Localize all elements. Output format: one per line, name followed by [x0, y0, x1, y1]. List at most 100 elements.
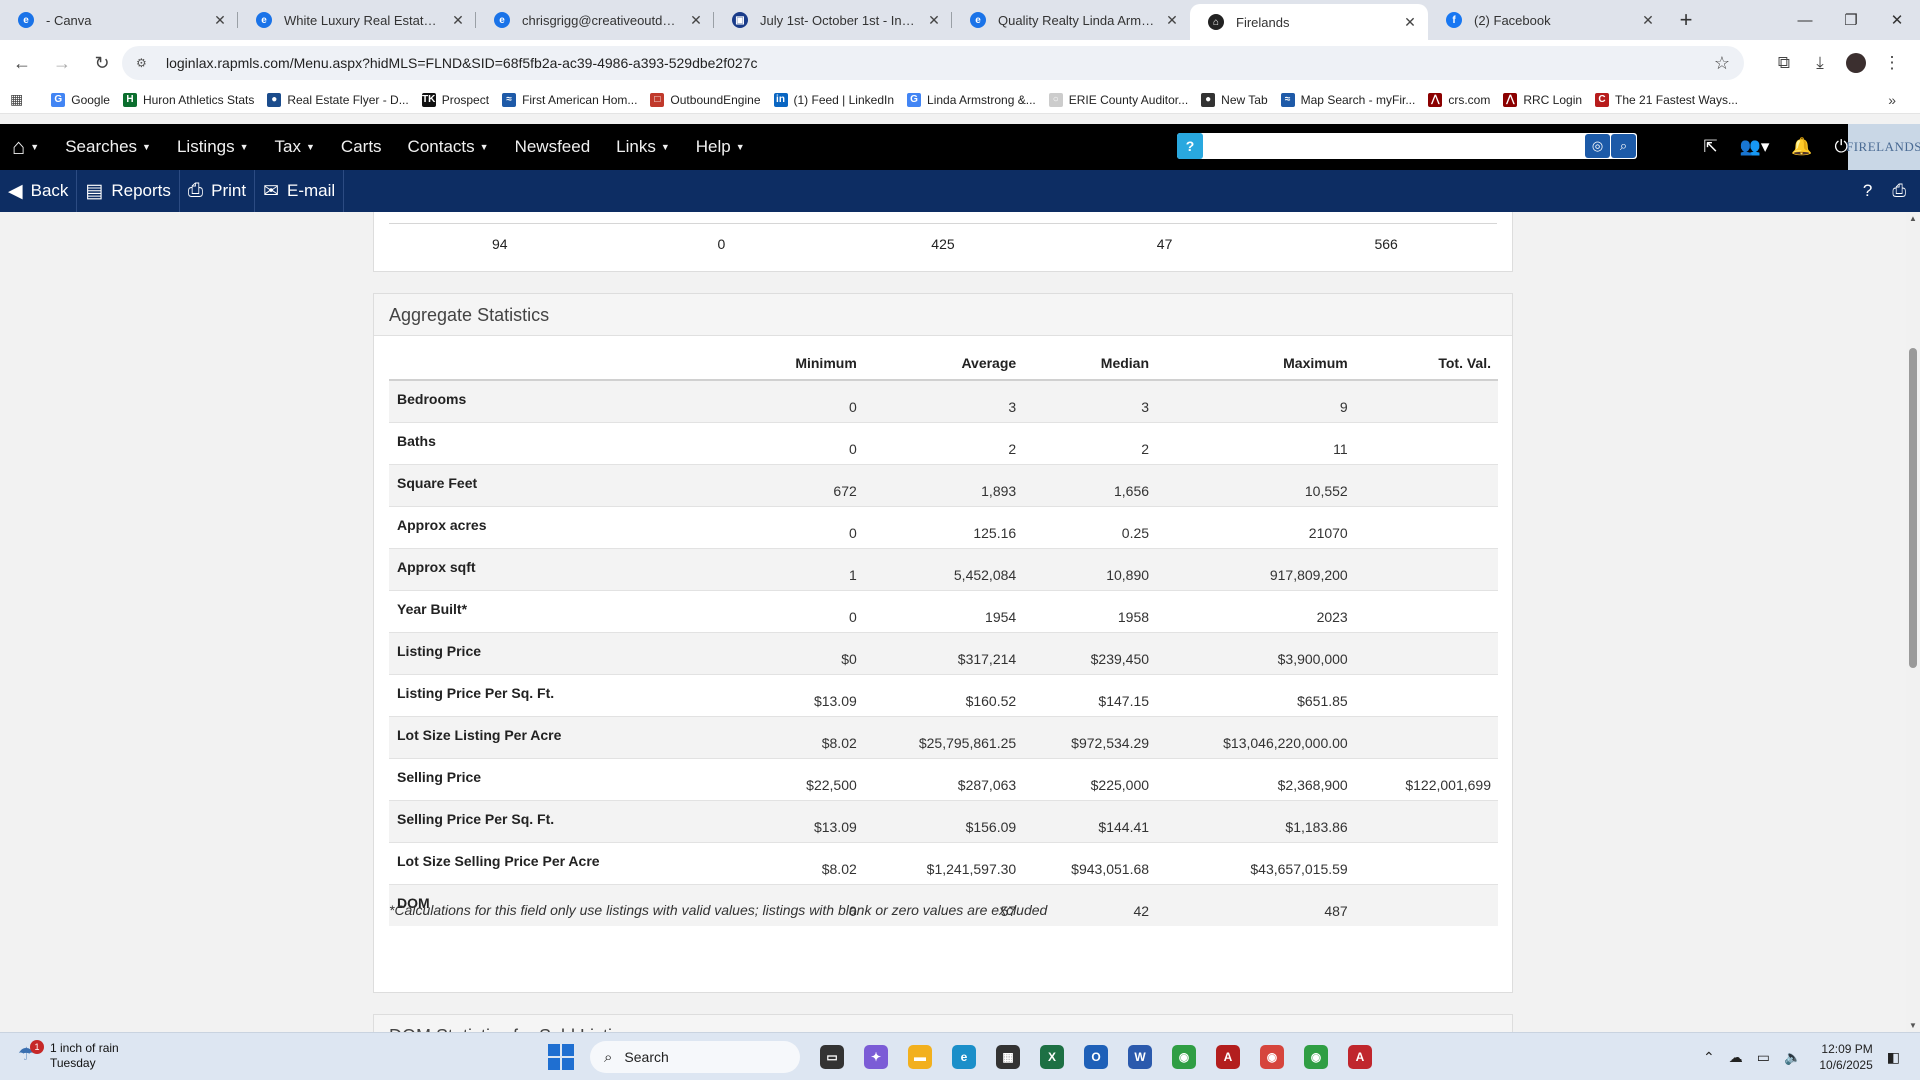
home-icon[interactable]: ⌂ ▼	[12, 134, 40, 159]
power-icon[interactable]: ⏻	[1834, 137, 1848, 156]
taskbar-app[interactable]: O	[1074, 1039, 1118, 1075]
back-button[interactable]: ◀ Back	[0, 170, 78, 212]
close-tab-icon[interactable]: ✕	[1166, 11, 1178, 28]
nav-tax[interactable]: Tax ▼	[275, 137, 315, 157]
browser-tab[interactable]: ⌂ Firelands ✕	[1190, 4, 1428, 40]
bookmark-item[interactable]: ⋀ RRC Login	[1503, 92, 1582, 107]
table-row: Square Feet 672 1,893 1,656 10,552	[389, 463, 1498, 506]
clock[interactable]: 12:09 PM 10/6/2025	[1819, 1041, 1872, 1073]
address-bar[interactable]: ⚙ loginlax.rapmls.com/Menu.aspx?hidMLS=F…	[122, 46, 1744, 80]
close-tab-icon[interactable]: ✕	[452, 11, 464, 28]
browser-tab[interactable]: e White Luxury Real Estate Open ✕	[238, 0, 476, 40]
close-window-icon[interactable]: ✕	[1890, 12, 1904, 29]
help-circle-icon[interactable]: ?	[1862, 181, 1873, 200]
close-tab-icon[interactable]: ✕	[928, 11, 940, 28]
profile-avatar[interactable]	[1838, 53, 1874, 74]
taskbar-app[interactable]: ◉	[1294, 1039, 1338, 1075]
print-page-icon[interactable]: ⎙	[1892, 181, 1906, 200]
row-label: Listing Price	[389, 631, 699, 674]
nav-carts[interactable]: Carts	[341, 137, 382, 157]
speaker-muted-icon[interactable]: 🔈	[1783, 1048, 1802, 1065]
nav-links[interactable]: Links ▼	[616, 137, 670, 157]
bookmark-item[interactable]: ● Real Estate Flyer - D...	[267, 92, 409, 107]
search-icon[interactable]: ⌕	[1611, 134, 1636, 158]
caret-down-icon: ▼	[142, 142, 151, 152]
taskbar-app[interactable]: ▬	[898, 1039, 942, 1075]
taskbar-app[interactable]: W	[1118, 1039, 1162, 1075]
bookmark-item[interactable]: G Google	[51, 92, 110, 107]
taskbar-app[interactable]: A	[1338, 1039, 1382, 1075]
bookmark-item[interactable]: ○ ERIE County Auditor...	[1048, 92, 1188, 107]
taskbar-app[interactable]: ▭	[810, 1039, 854, 1075]
bookmark-item[interactable]: TK Prospect	[421, 92, 489, 107]
close-tab-icon[interactable]: ✕	[1642, 11, 1654, 28]
close-tab-icon[interactable]: ✕	[690, 11, 702, 28]
taskbar-app[interactable]: A	[1206, 1039, 1250, 1075]
table-cell: $0	[698, 631, 864, 674]
bookmark-item[interactable]: ● New Tab	[1201, 92, 1268, 107]
scrollbar-thumb[interactable]	[1909, 348, 1917, 668]
browser-tab[interactable]: e - Canva ✕	[0, 0, 238, 40]
users-icon[interactable]: 👥▾	[1739, 137, 1770, 156]
quick-search-input[interactable]	[1203, 134, 1585, 158]
notifications-icon[interactable]: ◧	[1886, 1048, 1900, 1065]
print-button[interactable]: ⎙ Print	[180, 170, 256, 212]
taskbar-search[interactable]: ⌕ Search	[590, 1041, 800, 1073]
browser-tab[interactable]: e chrisgrigg@creativeoutdoor.co ✕	[476, 0, 714, 40]
back-arrow-icon[interactable]: ←	[13, 52, 31, 73]
taskbar-center: ⌕ Search ▭ ✦ ▬ e ▦ X O W ◉ A ◉ ◉ A	[548, 1039, 1382, 1075]
bookmark-item[interactable]: C The 21 Fastest Ways...	[1595, 92, 1738, 107]
column-header: Minimum	[698, 354, 864, 381]
scroll-up-arrow-icon[interactable]: ▲	[1909, 214, 1917, 223]
more-bookmarks-icon[interactable]: »	[1888, 91, 1896, 108]
tab-search-icon[interactable]: ⧉	[1777, 53, 1791, 72]
browser-tab[interactable]: f (2) Facebook ✕	[1428, 0, 1666, 40]
target-icon[interactable]: ◎	[1585, 134, 1610, 158]
page-scrollbar[interactable]: ▲ ▼	[1906, 212, 1920, 1032]
browser-tab[interactable]: ▣ July 1st- October 1st - Instagra ✕	[714, 0, 952, 40]
restore-icon[interactable]: ❐	[1844, 12, 1858, 29]
bookmark-item[interactable]: ≈ Map Search - myFir...	[1280, 92, 1415, 107]
close-tab-icon[interactable]: ✕	[1404, 13, 1416, 30]
menu-kebab-icon[interactable]: ⋮	[1883, 53, 1901, 72]
bell-icon[interactable]: 🔔	[1791, 137, 1813, 156]
download-icon[interactable]: ⤓	[1816, 53, 1824, 72]
bookmark-item[interactable]: in (1) Feed | LinkedIn	[773, 92, 894, 107]
email-button[interactable]: ✉ E-mail	[255, 170, 345, 212]
weather-widget[interactable]: ☂ 1 1 inch of rain Tuesday	[18, 1040, 119, 1071]
taskbar-app[interactable]: ▦	[986, 1039, 1030, 1075]
taskbar-app[interactable]: e	[942, 1039, 986, 1075]
nav-listings[interactable]: Listings ▼	[177, 137, 249, 157]
bookmark-item[interactable]: G Linda Armstrong &...	[907, 92, 1036, 107]
new-tab-icon[interactable]: +	[1679, 7, 1693, 32]
reports-button[interactable]: ▤ Reports	[77, 170, 180, 212]
taskbar-app[interactable]: ◉	[1250, 1039, 1294, 1075]
chevron-up-icon[interactable]: ⌃	[1702, 1048, 1715, 1065]
apps-grid-icon[interactable]: ▦	[10, 91, 24, 107]
nav-contacts[interactable]: Contacts ▼	[408, 137, 489, 157]
reload-icon[interactable]: ↻	[94, 52, 110, 73]
close-tab-icon[interactable]: ✕	[214, 11, 226, 28]
taskbar-app[interactable]: X	[1030, 1039, 1074, 1075]
bookmark-item[interactable]: H Huron Athletics Stats	[122, 92, 254, 107]
nav-help[interactable]: Help ▼	[696, 137, 745, 157]
bookmark-star-icon[interactable]: ☆	[1713, 52, 1730, 73]
taskbar-app[interactable]: ✦	[854, 1039, 898, 1075]
forward-arrow-icon[interactable]: →	[53, 52, 71, 73]
windows-start-icon[interactable]	[548, 1044, 574, 1070]
browser-tab[interactable]: e Quality Realty Linda Armstrong ✕	[952, 0, 1190, 40]
bookmark-item[interactable]: ⋀ crs.com	[1428, 92, 1490, 107]
nav-searches[interactable]: Searches ▼	[65, 137, 151, 157]
cloud-icon[interactable]: ☁	[1728, 1048, 1743, 1065]
display-icon[interactable]: ▭	[1756, 1048, 1770, 1065]
nav-label: Links	[616, 137, 656, 156]
taskbar-app[interactable]: ◉	[1162, 1039, 1206, 1075]
site-info-icon[interactable]: ⚙	[136, 56, 147, 70]
nav-newsfeed[interactable]: Newsfeed	[515, 137, 591, 157]
minimize-icon[interactable]: —	[1797, 11, 1813, 29]
search-help-icon[interactable]: ?	[1177, 133, 1203, 159]
scroll-down-arrow-icon[interactable]: ▼	[1909, 1021, 1917, 1030]
bookmark-item[interactable]: ≈ First American Hom...	[502, 92, 637, 107]
external-link-icon[interactable]: ⇱	[1703, 137, 1718, 156]
bookmark-item[interactable]: □ OutboundEngine	[650, 92, 761, 107]
